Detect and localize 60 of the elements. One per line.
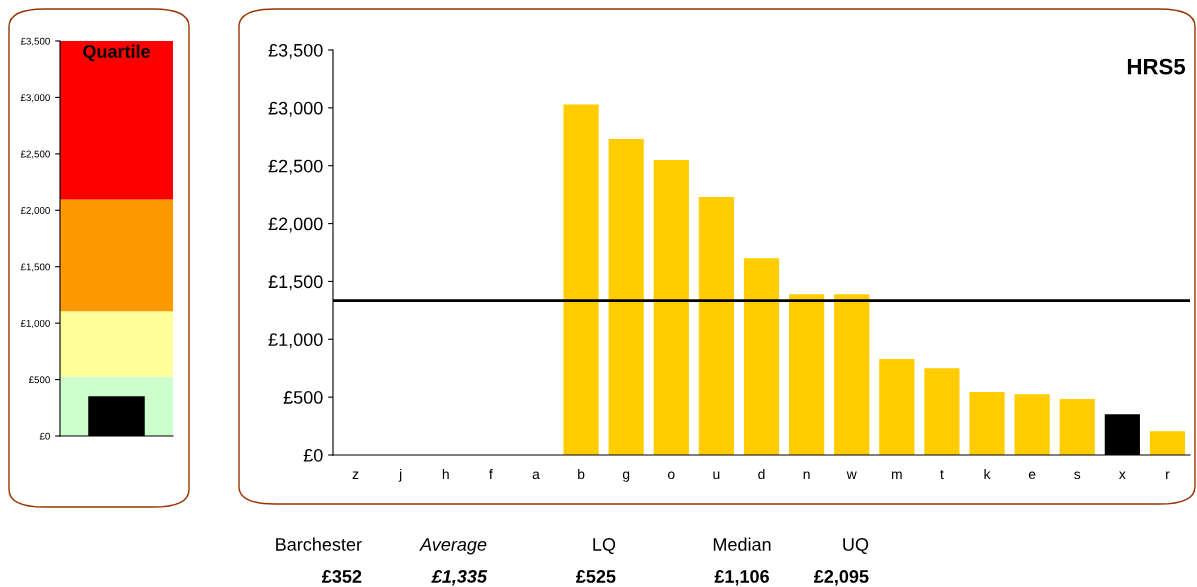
y-tick-label: £2,000: [20, 207, 50, 216]
bar: [653, 159, 689, 455]
x-tick-label: k: [984, 468, 991, 479]
bar: [1014, 394, 1050, 455]
bar: [1059, 398, 1095, 455]
chart-title: Quartile: [83, 44, 150, 62]
x-tick-label: r: [1166, 471, 1170, 479]
y-tick-label: £2,500: [20, 150, 50, 159]
y-tick-label: £500: [283, 391, 323, 404]
y-tick-label: £1,500: [268, 275, 323, 291]
bar: [698, 196, 734, 455]
x-tick-label: g: [622, 471, 630, 482]
y-tick-label: £2,000: [268, 217, 323, 233]
x-tick-label: a: [532, 471, 540, 480]
x-tick-label: m: [891, 471, 902, 479]
text: £2,095: [813, 570, 869, 586]
x-tick-label: z: [352, 471, 359, 479]
x-tick-label: e: [1028, 471, 1036, 480]
x-tick-label: x: [1119, 471, 1126, 479]
y-tick-label: £1,000: [268, 333, 323, 349]
text: UQ: [843, 538, 869, 555]
text: £1,106: [714, 570, 769, 586]
bar: [969, 391, 1005, 455]
bar: [608, 139, 644, 455]
x-tick-label: o: [668, 471, 675, 480]
bar: [789, 294, 825, 455]
y-tick-label: £3,500: [20, 37, 50, 46]
y-tick-label: £3,500: [268, 43, 323, 59]
x-tick-label: d: [758, 468, 765, 480]
x-tick-label: h: [442, 468, 449, 479]
text: £525: [576, 570, 616, 583]
bar: [1149, 431, 1186, 455]
y-tick-label: £1,000: [20, 319, 50, 328]
x-tick-label: f: [489, 468, 493, 479]
bar: [834, 294, 870, 455]
text: £1,335: [431, 570, 488, 586]
text: Median: [713, 537, 771, 551]
x-tick-label: w: [846, 471, 857, 479]
y-tick-label: £0: [39, 432, 50, 440]
x-tick-label: t: [940, 469, 944, 480]
y-tick-label: £3,000: [268, 101, 323, 117]
y-tick-label: £0: [303, 448, 323, 462]
x-tick-label: s: [1074, 471, 1081, 480]
x-tick-label: u: [713, 471, 720, 480]
y-tick-label: £500: [28, 376, 50, 384]
text: LQ: [593, 538, 616, 555]
chart-title: HRS5: [1127, 58, 1186, 75]
bar: [924, 368, 960, 455]
text: Average: [419, 538, 487, 555]
text: £352: [322, 570, 362, 583]
text: Barchester: [276, 537, 362, 551]
bar: [743, 258, 780, 455]
bar: [563, 104, 599, 455]
y-tick-label: £1,500: [20, 263, 50, 272]
y-tick-label: £2,500: [268, 159, 323, 175]
x-tick-label: b: [578, 468, 585, 480]
x-tick-label: n: [803, 471, 810, 479]
x-tick-label: j: [398, 468, 402, 482]
y-tick-label: £3,000: [20, 94, 50, 103]
bar: [879, 358, 915, 455]
